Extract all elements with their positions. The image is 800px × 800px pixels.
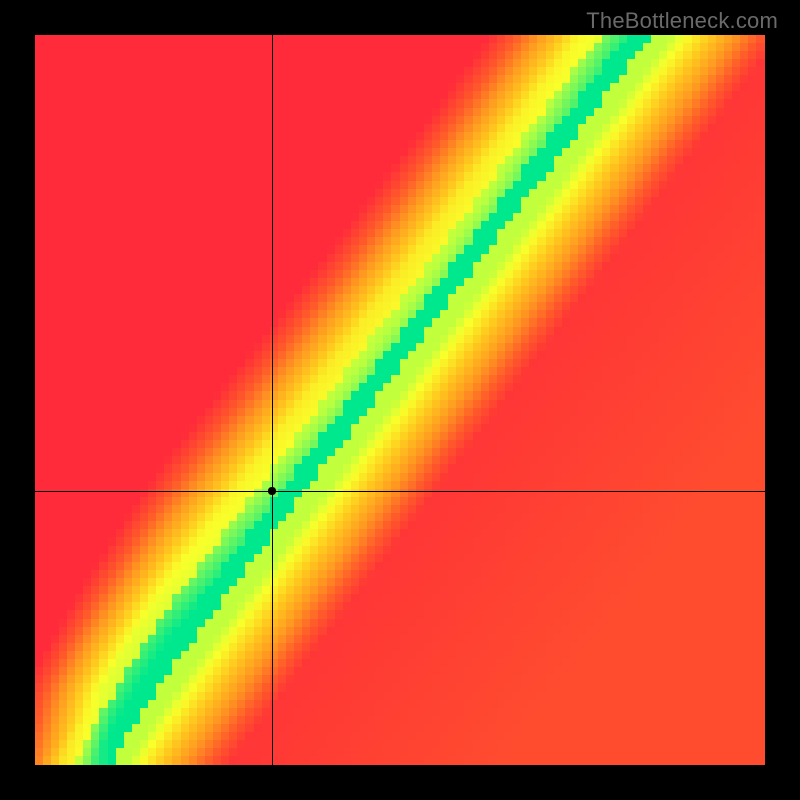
- watermark-text: TheBottleneck.com: [586, 8, 778, 34]
- bottleneck-heatmap-canvas: [35, 35, 765, 765]
- chart-frame: [35, 35, 765, 765]
